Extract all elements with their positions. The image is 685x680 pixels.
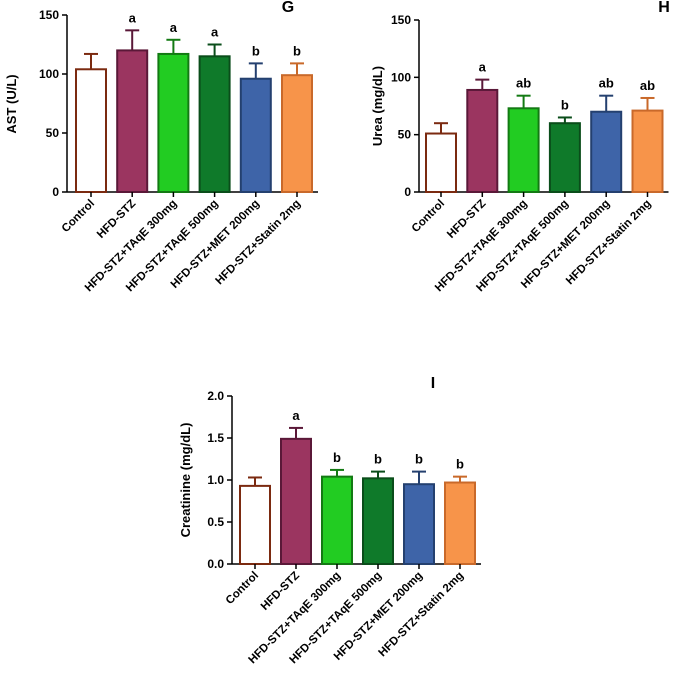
panel-h-bar-hfd-stz-met-200mg-significance: ab — [599, 76, 614, 91]
panel-g-bar-hfd-stz-significance: a — [129, 10, 137, 25]
panel-h-y-tick-label: 100 — [391, 70, 411, 84]
panel-i-category-label: HFD-STZ — [259, 570, 302, 613]
panel-h-bar-hfd-stz-taqe-300mg-significance: ab — [516, 76, 531, 91]
panel-g-bar-hfd-stz-statin-2mg — [281, 74, 313, 193]
panel-i-category-label: HFD-STZ+Statin 2mg — [377, 570, 467, 660]
panel-h-bar-hfd-stz — [466, 88, 499, 193]
panel-i-bar-hfd-stz-met-200mg — [403, 483, 435, 566]
panel-h-y-tick-label: 0 — [404, 185, 411, 199]
panel-i-y-tick-label: 1.5 — [207, 431, 224, 445]
panel-h-y-axis-title: Urea (mg/dL) — [370, 66, 385, 146]
panel-g-category-label: Control — [60, 198, 97, 235]
panel-i-chart: 0.0 0.5 1.0 1.5 2.0 Creatinine (mg/dL) I Contro… — [178, 375, 481, 666]
panel-h-bar-control — [425, 132, 457, 194]
panel-i-y-tick-label: 0.5 — [207, 515, 224, 529]
panel-g-bar-hfd-stz-met-200mg-significance: b — [252, 43, 260, 58]
panel-h-bar-hfd-stz-taqe-300mg — [507, 107, 540, 193]
panel-g-category-label: HFD-STZ+Statin 2mg — [214, 198, 304, 288]
panel-g-chart: 0 50 100 150 AST (U/L) G Control a HFD-STZ a HFD-S… — [4, 0, 318, 294]
panel-i-letter: I — [431, 375, 435, 392]
panel-h-y-tick-label: 150 — [391, 13, 411, 27]
panel-g-y-tick-label: 150 — [39, 8, 59, 22]
panel-i-bar-hfd-stz-taqe-300mg-significance: b — [333, 450, 341, 465]
panel-g-bar-control — [75, 68, 107, 193]
panel-h-bar-hfd-stz-taqe-500mg — [548, 122, 581, 193]
panel-g-bar-hfd-stz-taqe-300mg-significance: a — [170, 20, 178, 35]
panel-h-category-label: HFD-STZ — [445, 198, 488, 241]
panel-g-bar-hfd-stz-taqe-500mg — [198, 55, 231, 193]
panel-h-category-label: Control — [410, 198, 447, 235]
panel-i-bar-hfd-stz — [280, 437, 312, 565]
panel-h-bar-hfd-stz-statin-2mg — [631, 109, 664, 193]
panel-h-bar-hfd-stz-statin-2mg-significance: ab — [640, 78, 655, 93]
panel-h-chart: 0 50 100 150 Urea (mg/dL) H Control a HFD-STZ ab H… — [370, 0, 670, 294]
panel-g-y-tick-label: 0 — [52, 185, 59, 199]
panel-g-y-axis-title: AST (U/L) — [4, 74, 19, 133]
panel-i-y-axis-title: Creatinine (mg/dL) — [178, 423, 193, 538]
panel-i-y-tick-label: 0.0 — [207, 557, 224, 571]
panel-i-bar-hfd-stz-taqe-300mg — [321, 475, 353, 566]
panel-i-bar-hfd-stz-significance: a — [292, 408, 300, 423]
panel-g-bar-hfd-stz-met-200mg — [239, 77, 272, 193]
panel-i-bar-hfd-stz-taqe-500mg-significance: b — [374, 452, 382, 467]
panel-i-category-label: Control — [224, 570, 261, 607]
panel-h-bar-hfd-stz-met-200mg — [590, 110, 623, 193]
panel-i-bar-hfd-stz-taqe-500mg — [362, 477, 394, 566]
panel-h-letter: H — [658, 0, 670, 16]
panel-g-bar-hfd-stz-taqe-500mg-significance: a — [211, 25, 219, 40]
panel-i-bar-control — [239, 484, 271, 566]
panel-h-bar-hfd-stz-taqe-500mg-significance: b — [561, 97, 569, 112]
panel-h-bar-hfd-stz-significance: a — [479, 60, 487, 75]
panel-g-letter: G — [282, 0, 294, 16]
panel-h-category-label: HFD-STZ+Statin 2mg — [564, 198, 654, 288]
panel-g-bar-hfd-stz-statin-2mg-significance: b — [293, 43, 301, 58]
panel-i-bar-hfd-stz-statin-2mg-significance: b — [456, 457, 464, 472]
panel-g-y-tick-label: 50 — [46, 126, 60, 140]
panel-g-category-label: HFD-STZ — [95, 198, 138, 241]
panel-g-bar-hfd-stz — [116, 49, 149, 194]
panel-g-y-tick-label: 100 — [39, 67, 59, 81]
panel-i-y-tick-label: 2.0 — [207, 389, 224, 403]
panel-i-bar-hfd-stz-met-200mg-significance: b — [415, 452, 423, 467]
panel-i-bar-hfd-stz-statin-2mg — [444, 481, 476, 565]
panel-g-bar-hfd-stz-taqe-300mg — [157, 52, 190, 193]
panel-i-y-tick-label: 1.0 — [207, 473, 224, 487]
panel-h-y-tick-label: 50 — [398, 128, 412, 142]
